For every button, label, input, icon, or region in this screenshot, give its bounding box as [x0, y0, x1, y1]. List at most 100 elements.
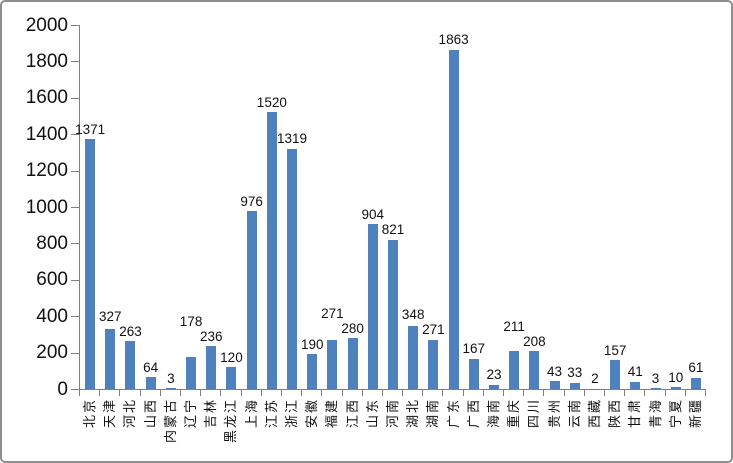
category-label: 山东 — [365, 396, 380, 428]
bar[interactable] — [589, 388, 600, 390]
category-label: 天津 — [102, 396, 117, 428]
y-tick — [71, 243, 79, 244]
category-label-text: 湖北 — [405, 398, 421, 429]
bar[interactable] — [610, 360, 621, 389]
bar-value-label: 236 — [199, 328, 223, 344]
x-tick — [624, 390, 625, 396]
bar[interactable] — [246, 211, 257, 389]
category-label: 广西 — [466, 396, 481, 428]
bar[interactable] — [85, 139, 96, 389]
x-tick — [362, 390, 363, 396]
category-label-text: 内蒙古 — [162, 398, 178, 444]
category-label: 宁夏 — [668, 396, 683, 428]
bar[interactable] — [670, 387, 681, 389]
bar-value-label: 10 — [668, 369, 684, 385]
x-tick — [564, 390, 565, 396]
bar-value-label: 327 — [99, 308, 122, 324]
bar[interactable] — [468, 358, 479, 389]
y-tick-label: 1200 — [25, 160, 68, 182]
category-label-text: 广东 — [445, 398, 461, 429]
category-label: 北京 — [82, 396, 97, 428]
bar[interactable] — [428, 339, 439, 389]
x-tick — [523, 390, 524, 396]
bar-value-label: 157 — [603, 342, 627, 358]
bar[interactable] — [488, 384, 499, 389]
x-tick — [321, 390, 322, 396]
category-label-text: 山西 — [142, 398, 158, 429]
bar[interactable] — [448, 49, 459, 389]
bar[interactable] — [226, 367, 237, 389]
x-tick — [665, 390, 666, 396]
category-label: 四川 — [526, 396, 541, 428]
bar[interactable] — [186, 356, 197, 389]
bar-value-label: 43 — [547, 363, 563, 379]
category-label-text: 新疆 — [687, 398, 703, 429]
x-tick — [604, 390, 605, 396]
y-tick — [71, 207, 79, 208]
category-label: 云南 — [567, 396, 582, 428]
bar[interactable] — [266, 112, 277, 389]
x-tick — [644, 390, 645, 396]
x-tick — [220, 390, 221, 396]
y-tick — [71, 316, 79, 317]
bar[interactable] — [165, 388, 176, 389]
category-label: 贵州 — [547, 396, 562, 428]
bar[interactable] — [529, 351, 540, 389]
bar[interactable] — [307, 354, 318, 389]
bar[interactable] — [206, 346, 217, 389]
bar-value-label: 271 — [321, 305, 344, 321]
y-tick — [71, 280, 79, 281]
bar[interactable] — [509, 350, 520, 389]
y-tick — [71, 98, 79, 99]
category-label-text: 黑龙江 — [223, 398, 239, 444]
category-label: 河南 — [385, 396, 400, 428]
x-tick — [483, 390, 484, 396]
x-tick — [503, 390, 504, 396]
x-tick — [241, 390, 242, 396]
x-tick — [160, 390, 161, 396]
bar[interactable] — [145, 377, 156, 389]
bar[interactable] — [327, 339, 338, 389]
x-tick — [99, 390, 100, 396]
category-label: 河北 — [122, 396, 137, 428]
bar[interactable] — [367, 224, 378, 389]
bar[interactable] — [549, 381, 560, 389]
category-label: 青海 — [648, 396, 663, 428]
bar-value-label: 271 — [422, 322, 445, 338]
category-label-text: 江苏 — [263, 398, 279, 429]
bar[interactable] — [408, 325, 419, 389]
category-label: 重庆 — [506, 396, 521, 428]
bar-value-label: 61 — [688, 360, 704, 376]
bar-value-label: 976 — [240, 193, 263, 209]
category-label-text: 上海 — [243, 398, 259, 429]
bar[interactable] — [569, 382, 580, 389]
bar-value-label: 41 — [627, 364, 643, 380]
bar[interactable] — [125, 341, 136, 389]
bar[interactable] — [388, 239, 398, 389]
x-tick — [140, 390, 141, 396]
x-tick — [685, 390, 686, 396]
x-tick — [79, 390, 80, 396]
bar-value-label: 1371 — [75, 121, 106, 137]
x-tick — [180, 390, 181, 396]
category-label: 新疆 — [688, 396, 703, 428]
bar[interactable] — [630, 381, 641, 389]
y-tick-label: 2000 — [25, 14, 68, 36]
bar[interactable] — [287, 148, 298, 389]
category-label-text: 安徽 — [304, 398, 320, 429]
category-label-text: 青海 — [647, 398, 663, 429]
bar[interactable] — [105, 329, 116, 389]
bar[interactable] — [347, 338, 358, 389]
y-tick-label: 800 — [36, 232, 68, 254]
bar[interactable] — [650, 388, 661, 389]
bar-value-label: 3 — [651, 370, 660, 386]
category-label-text: 湖南 — [425, 398, 441, 429]
category-label: 福建 — [324, 396, 339, 428]
x-tick — [261, 390, 262, 396]
bar-value-label: 1863 — [438, 32, 469, 48]
y-tick — [71, 389, 79, 390]
bar[interactable] — [690, 377, 701, 389]
category-label: 黑龙江 — [223, 396, 238, 443]
